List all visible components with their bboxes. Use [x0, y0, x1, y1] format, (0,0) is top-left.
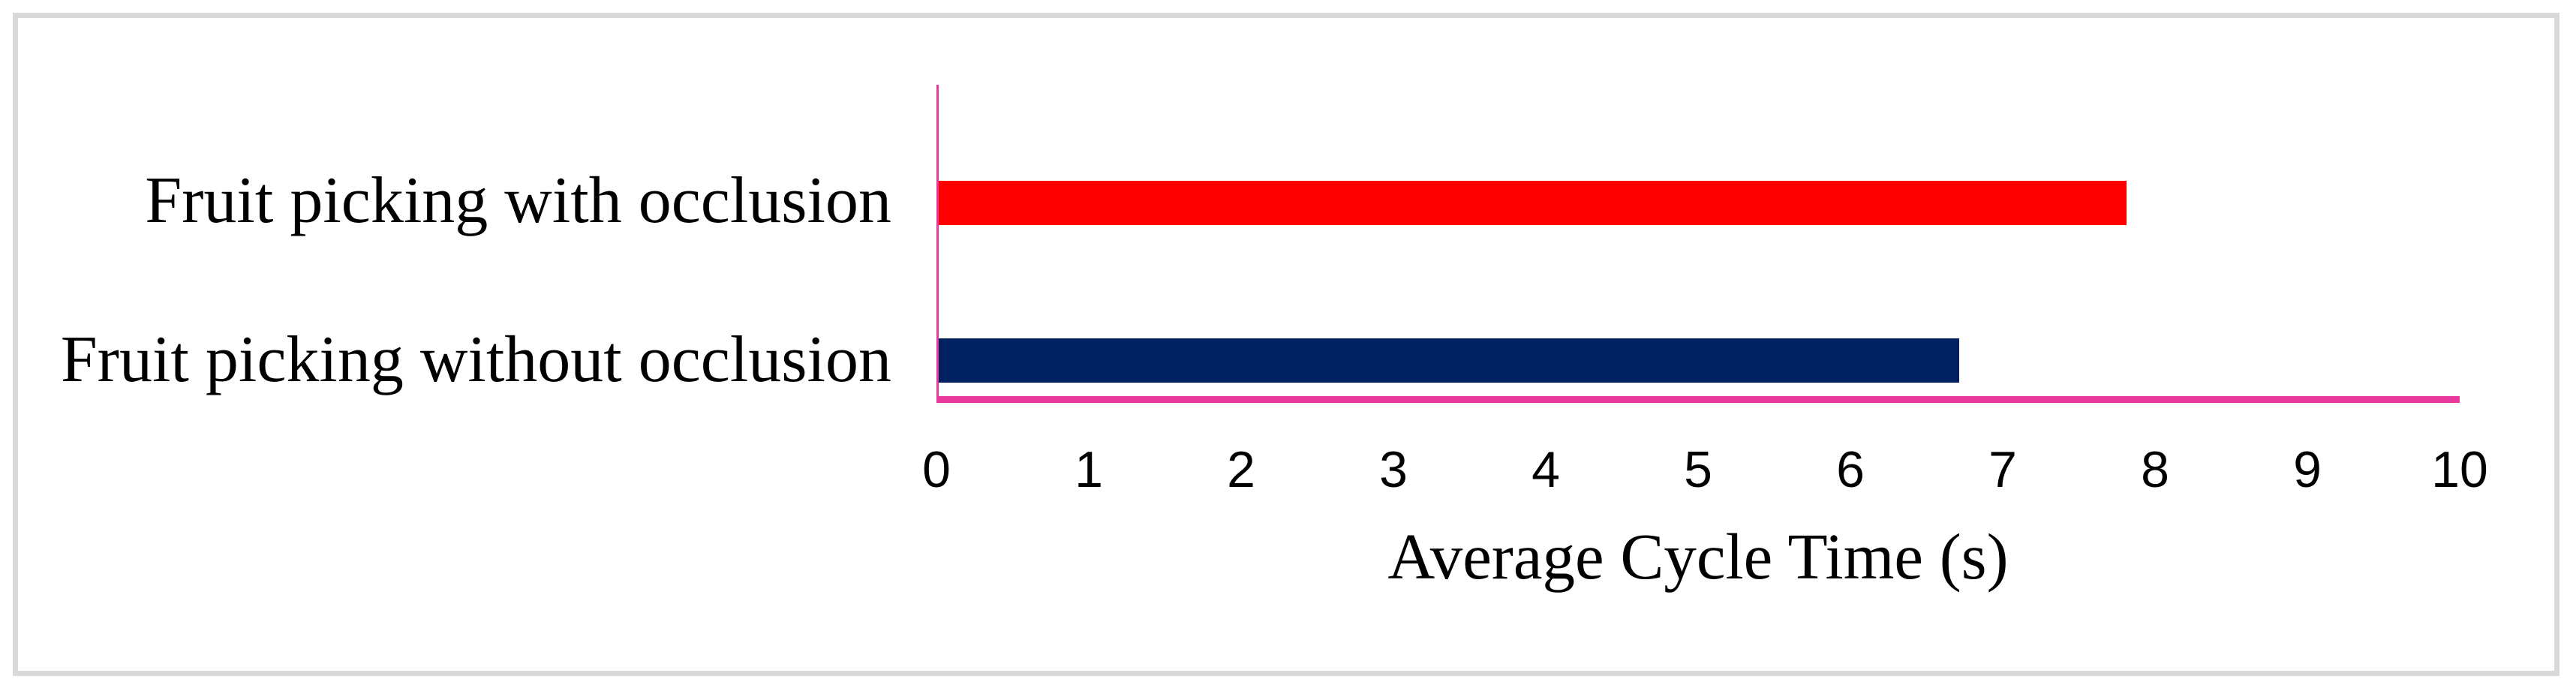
- x-axis-tick-label: 2: [1227, 441, 1255, 498]
- x-axis-tick-label: 8: [2141, 441, 2169, 498]
- bar-with-occlusion: [939, 181, 2127, 225]
- x-axis-tick-label: 9: [2293, 441, 2322, 498]
- x-axis-line: [936, 396, 2460, 403]
- x-axis-tick-label: 7: [1988, 441, 2017, 498]
- y-axis-line: [936, 85, 939, 403]
- x-axis-tick-label: 3: [1379, 441, 1408, 498]
- x-axis-tick-label: 5: [1684, 441, 1712, 498]
- category-label-with-occlusion: Fruit picking with occlusion: [145, 164, 891, 237]
- bar-without-occlusion: [939, 338, 1959, 383]
- x-axis-title: Average Cycle Time (s): [1387, 520, 2009, 593]
- x-axis-tick-label: 4: [1531, 441, 1560, 498]
- x-axis-tick-label: 10: [2431, 441, 2488, 498]
- category-label-without-occlusion: Fruit picking without occlusion: [60, 323, 891, 396]
- x-axis-tick-label: 6: [1836, 441, 1865, 498]
- x-axis-tick-label: 0: [922, 441, 951, 498]
- x-axis-tick-label: 1: [1075, 441, 1103, 498]
